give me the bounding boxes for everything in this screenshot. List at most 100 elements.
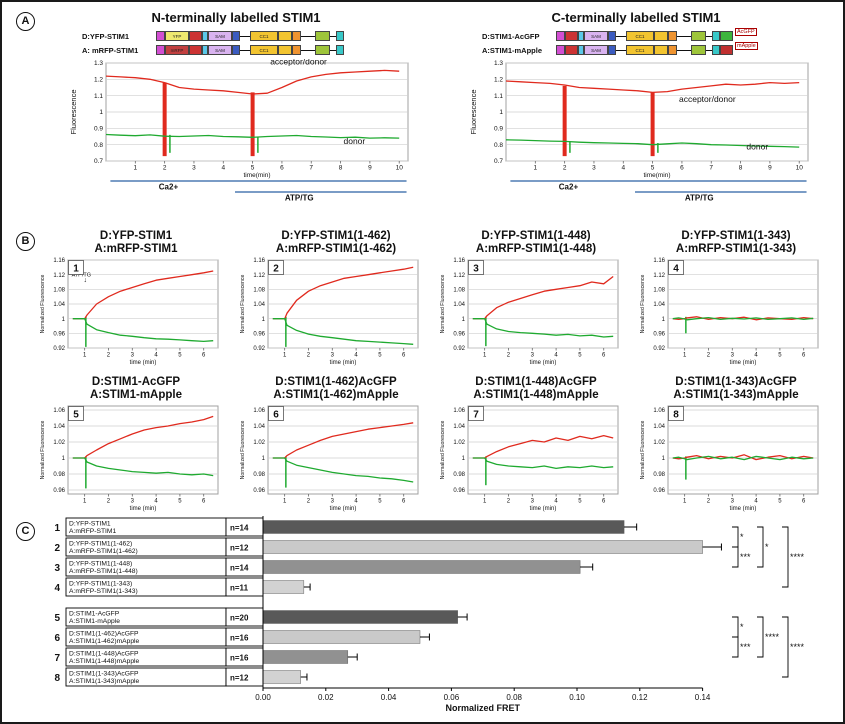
svg-text:4: 4 xyxy=(221,165,225,172)
svg-text:1.08: 1.08 xyxy=(53,288,65,294)
svg-text:9: 9 xyxy=(368,165,372,172)
domain-block: CC1 xyxy=(626,31,654,41)
svg-text:1.02: 1.02 xyxy=(53,440,65,446)
chart-1-acceptor: A:mRFP-STIM1 xyxy=(94,242,178,255)
domain-block xyxy=(292,45,301,55)
trace-acceptor xyxy=(472,434,614,459)
svg-text:D:YFP-STIM1(1-343): D:YFP-STIM1(1-343) xyxy=(69,581,132,588)
panel-b-cell-5: D:STIM1-AcGFP A:STIM1-mApple 0.96 0.98 1 1.… xyxy=(38,376,234,523)
svg-text:3: 3 xyxy=(731,499,735,505)
svg-text:1: 1 xyxy=(662,456,666,462)
svg-text:***: *** xyxy=(740,642,751,652)
svg-text:3: 3 xyxy=(731,353,735,359)
chart-3-plot: 0.92 0.96 1 1.04 1.08 1.12 1.16 1 2 3 4 5 6 3 Normaliz… xyxy=(438,256,634,377)
svg-text:0.12: 0.12 xyxy=(632,693,648,702)
svg-text:0.96: 0.96 xyxy=(453,488,465,494)
svg-text:1: 1 xyxy=(683,499,687,505)
domain-gap xyxy=(240,36,250,37)
domain-gap xyxy=(677,36,691,37)
panel-a-left-title: N-terminally labelled STIM1 xyxy=(151,10,321,25)
svg-text:3: 3 xyxy=(331,353,335,359)
domain-block xyxy=(691,45,706,55)
panel-a-right: C-terminally labelled STIM1 D:STIM1-AcGF… xyxy=(436,10,836,210)
a-left-svg: 0.7 0.8 0.9 1 1.1 1.2 1.3 1 2 3 4 5 6 7 8 9 10 acceptor/d… xyxy=(69,57,409,203)
svg-text:1.08: 1.08 xyxy=(453,288,465,294)
panel-a-right-title: C-terminally labelled STIM1 xyxy=(551,10,721,25)
trace-acceptor xyxy=(72,270,214,320)
svg-text:1.06: 1.06 xyxy=(453,408,465,414)
svg-text:*: * xyxy=(765,542,769,552)
chart-5-plot: 0.96 0.98 1 1.02 1.04 1.06 1 2 3 4 5 6 5 Normalized F… xyxy=(38,402,234,523)
svg-text:5: 5 xyxy=(54,613,60,624)
svg-text:1: 1 xyxy=(662,317,666,323)
trace-donor xyxy=(105,133,400,139)
svg-text:n=11: n=11 xyxy=(230,584,249,593)
svg-text:2: 2 xyxy=(507,353,511,359)
svg-text:8: 8 xyxy=(673,410,679,421)
panel-b-cell-4: D:YFP-STIM1(1-343) A:mRFP-STIM1(1-343) 0… xyxy=(638,230,834,377)
svg-text:0.04: 0.04 xyxy=(381,693,397,702)
domain-map: SAM CC1 xyxy=(556,31,733,42)
domain-block xyxy=(292,31,301,41)
svg-text:5: 5 xyxy=(651,165,655,172)
domain-block xyxy=(668,45,677,55)
svg-text:2: 2 xyxy=(507,499,511,505)
domain-block: SAM xyxy=(208,45,232,55)
svg-text:10: 10 xyxy=(396,165,404,172)
svg-text:0.9: 0.9 xyxy=(94,126,103,133)
svg-text:1.06: 1.06 xyxy=(53,408,65,414)
svg-text:2: 2 xyxy=(107,353,111,359)
svg-text:0.92: 0.92 xyxy=(253,346,265,352)
svg-text:1: 1 xyxy=(262,317,266,323)
svg-text:2: 2 xyxy=(307,499,311,505)
svg-text:10: 10 xyxy=(796,165,804,172)
domain-gap xyxy=(677,50,691,51)
svg-text:Normalized Fluorescence: Normalized Fluorescence xyxy=(440,420,446,479)
svg-text:6: 6 xyxy=(280,165,284,172)
svg-text:1.06: 1.06 xyxy=(253,408,265,414)
trace-acceptor xyxy=(272,266,414,320)
svg-text:7: 7 xyxy=(309,165,313,172)
svg-text:n=12: n=12 xyxy=(230,544,249,553)
svg-text:D:STIM1(1-448)AcGFP: D:STIM1(1-448)AcGFP xyxy=(69,651,139,658)
chart-1-donor: D:YFP-STIM1 xyxy=(99,230,173,242)
svg-text:1: 1 xyxy=(262,456,266,462)
svg-text:2: 2 xyxy=(273,264,279,275)
svg-text:donor: donor xyxy=(746,142,768,152)
svg-text:1.12: 1.12 xyxy=(653,273,665,279)
trace-acceptor xyxy=(72,415,214,459)
domain-gap xyxy=(616,50,626,51)
svg-text:Normalized Fluorescence: Normalized Fluorescence xyxy=(240,420,246,479)
svg-text:6: 6 xyxy=(802,499,806,505)
svg-text:time (min): time (min) xyxy=(730,360,757,366)
svg-text:1.04: 1.04 xyxy=(653,302,665,308)
svg-text:1: 1 xyxy=(54,523,60,534)
chart-4-label: D:YFP-STIM1(1-343) A:mRFP-STIM1(1-343) xyxy=(638,230,834,255)
svg-text:1.2: 1.2 xyxy=(494,77,503,84)
domain-block xyxy=(608,45,616,55)
svg-text:A:STIM1(1-462)mApple: A:STIM1(1-462)mApple xyxy=(69,638,140,645)
svg-text:0.7: 0.7 xyxy=(494,158,503,165)
svg-text:n=14: n=14 xyxy=(230,564,249,573)
chart-5-donor: D:STIM1-AcGFP xyxy=(91,376,181,388)
svg-text:3: 3 xyxy=(54,563,60,574)
domain-block xyxy=(315,31,330,41)
svg-text:1: 1 xyxy=(62,317,66,323)
svg-text:1.04: 1.04 xyxy=(453,302,465,308)
svg-text:***: *** xyxy=(740,552,751,562)
svg-text:5: 5 xyxy=(178,353,182,359)
svg-text:A:mRFP-STIM1(1-462): A:mRFP-STIM1(1-462) xyxy=(69,548,138,555)
svg-text:6: 6 xyxy=(202,353,206,359)
panel-b-cell-2: D:YFP-STIM1(1-462) A:mRFP-STIM1(1-462) 0… xyxy=(238,230,434,377)
svg-text:3: 3 xyxy=(192,165,196,172)
domain-block xyxy=(556,31,565,41)
domain-block xyxy=(232,45,240,55)
svg-text:2: 2 xyxy=(107,499,111,505)
svg-text:D:YFP-STIM1: D:YFP-STIM1 xyxy=(69,521,111,528)
svg-text:4: 4 xyxy=(673,264,679,275)
svg-text:3: 3 xyxy=(531,353,535,359)
svg-text:time (min): time (min) xyxy=(330,360,357,366)
svg-text:1: 1 xyxy=(73,264,79,275)
svg-text:8: 8 xyxy=(739,165,743,172)
svg-text:A:STIM1(1-343)mApple: A:STIM1(1-343)mApple xyxy=(69,678,140,685)
